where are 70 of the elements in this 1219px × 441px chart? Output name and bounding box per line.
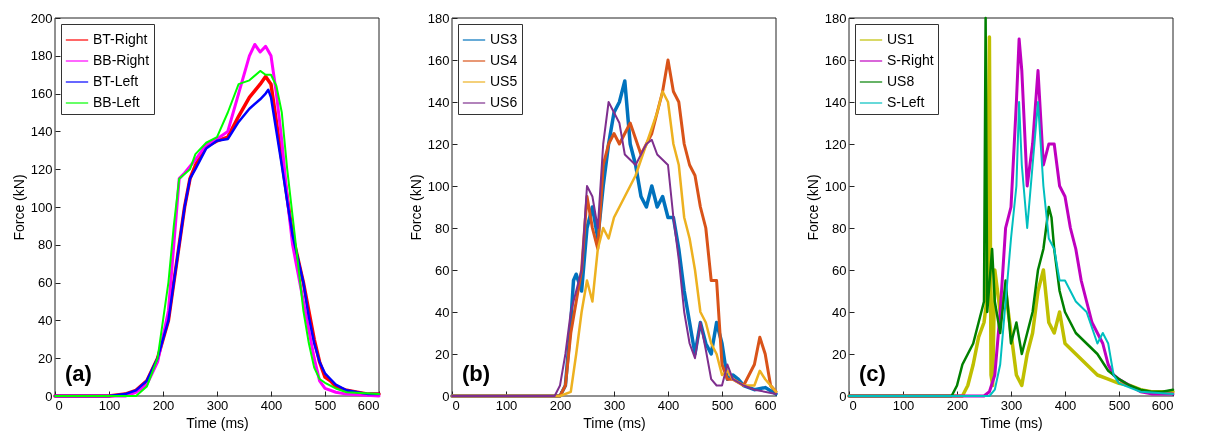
annotation: (a) (65, 361, 92, 386)
x-tick-label: 500 (1108, 397, 1131, 413)
x-tick-label: 500 (711, 397, 734, 413)
y-tick-label: 40 (832, 304, 847, 320)
y-tick-label: 100 (824, 178, 847, 194)
x-tick-label: 400 (260, 397, 283, 413)
x-tick-label: 300 (1000, 397, 1023, 413)
y-tick-label: 40 (435, 304, 450, 320)
legend-label: US6 (490, 94, 518, 110)
y-axis-title: Force (kN) (10, 174, 27, 241)
x-tick-label: 600 (1151, 397, 1174, 413)
y-tick-label: 160 (30, 86, 53, 102)
y-tick-label: 80 (435, 220, 450, 236)
y-tick-label: 120 (824, 136, 847, 152)
y-axis-title: Force (kN) (804, 174, 821, 241)
y-tick-label: 20 (38, 350, 53, 366)
legend-label: US4 (490, 52, 518, 68)
legend-label: S-Right (887, 52, 934, 68)
y-tick-label: 120 (30, 161, 53, 177)
x-axis-title: Time (ms) (583, 414, 646, 431)
annotation: (c) (859, 361, 886, 386)
legend-label: BT-Left (93, 73, 139, 89)
y-tick-label: 40 (38, 312, 53, 328)
y-tick-label: 140 (824, 94, 847, 110)
y-tick-label: 80 (38, 237, 53, 253)
y-tick-label: 160 (824, 52, 847, 68)
x-tick-label: 300 (206, 397, 229, 413)
legend-label: US8 (887, 73, 915, 89)
x-tick-label: 200 (946, 397, 969, 413)
y-axis-title: Force (kN) (407, 174, 424, 241)
x-tick-label: 100 (892, 397, 915, 413)
legend-label: US3 (490, 31, 518, 47)
y-tick-label: 180 (427, 10, 450, 26)
y-tick-label: 140 (427, 94, 450, 110)
y-tick-label: 80 (832, 220, 847, 236)
x-tick-label: 400 (1054, 397, 1077, 413)
x-tick-label: 600 (754, 397, 777, 413)
x-tick-label: 300 (603, 397, 626, 413)
x-axis-title: Time (ms) (186, 414, 249, 431)
y-tick-label: 200 (30, 10, 53, 26)
legend-label: BB-Left (93, 94, 140, 110)
annotation: (b) (462, 361, 491, 386)
x-tick-label: 0 (452, 397, 460, 413)
x-tick-label: 0 (55, 397, 63, 413)
x-tick-label: 100 (495, 397, 518, 413)
x-axis-title: Time (ms) (980, 414, 1043, 431)
y-tick-label: 140 (30, 123, 53, 139)
legend-label: BB-Right (93, 52, 150, 68)
x-tick-label: 400 (657, 397, 680, 413)
y-tick-label: 120 (427, 136, 450, 152)
legend-label: BT-Right (93, 31, 148, 47)
legend-label: US1 (887, 31, 915, 47)
x-tick-label: 500 (314, 397, 337, 413)
legend-label: S-Left (887, 94, 925, 110)
y-tick-label: 60 (435, 262, 450, 278)
y-tick-label: 100 (427, 178, 450, 194)
y-tick-label: 60 (832, 262, 847, 278)
x-tick-label: 200 (549, 397, 572, 413)
y-tick-label: 100 (30, 199, 53, 215)
y-tick-label: 20 (832, 346, 847, 362)
x-tick-label: 100 (98, 397, 121, 413)
y-tick-label: 20 (435, 346, 450, 362)
x-tick-label: 200 (152, 397, 175, 413)
x-tick-label: 600 (357, 397, 380, 413)
y-tick-label: 60 (38, 275, 53, 291)
y-tick-label: 160 (427, 52, 450, 68)
legend-label: US5 (490, 73, 518, 89)
y-tick-label: 180 (824, 10, 847, 26)
x-tick-label: 0 (849, 397, 857, 413)
y-tick-label: 180 (30, 48, 53, 64)
